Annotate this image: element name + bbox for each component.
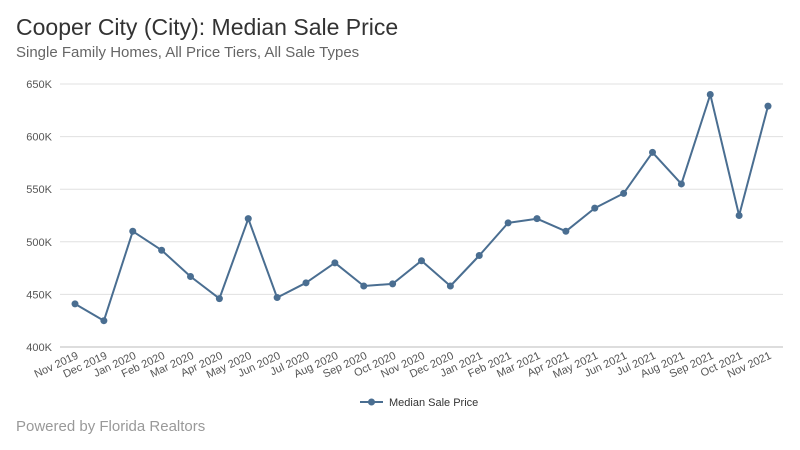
data-point[interactable]: [677, 180, 685, 188]
data-point[interactable]: [158, 246, 166, 254]
data-point[interactable]: [331, 259, 339, 267]
data-point[interactable]: [71, 300, 79, 308]
y-tick-label: 650K: [26, 79, 52, 91]
data-point[interactable]: [620, 189, 628, 197]
chart-subtitle: Single Family Homes, All Price Tiers, Al…: [16, 44, 360, 61]
y-axis-ticks: 400K 450K 500K 550K 600K 650K: [26, 79, 52, 354]
y-tick-label: 500K: [26, 237, 52, 249]
data-point[interactable]: [418, 257, 425, 265]
legend-point-marker: [368, 398, 375, 406]
data-point[interactable]: [562, 227, 570, 235]
data-point[interactable]: [591, 204, 599, 212]
data-point[interactable]: [129, 227, 137, 235]
series-line: [74, 93, 769, 322]
data-point[interactable]: [360, 282, 368, 290]
legend[interactable]: Median Sale Price: [360, 397, 478, 409]
data-point[interactable]: [475, 251, 483, 259]
y-tick-label: 600K: [26, 132, 52, 144]
plot-area: [71, 91, 772, 325]
data-point[interactable]: [706, 91, 714, 99]
data-point[interactable]: [389, 280, 397, 288]
data-point[interactable]: [273, 294, 281, 302]
chart-title: Cooper City (City): Median Sale Price: [16, 14, 399, 40]
legend-label: Median Sale Price: [389, 397, 478, 409]
data-point[interactable]: [244, 215, 252, 223]
footer-credit: Powered by Florida Realtors: [16, 418, 206, 435]
data-point[interactable]: [533, 215, 541, 223]
y-tick-label: 400K: [26, 342, 52, 354]
data-point[interactable]: [649, 148, 656, 156]
data-point[interactable]: [100, 317, 108, 325]
y-tick-label: 450K: [26, 289, 52, 301]
data-point[interactable]: [302, 279, 310, 287]
data-point[interactable]: [446, 282, 454, 290]
data-point[interactable]: [764, 102, 772, 110]
data-point[interactable]: [215, 295, 223, 303]
gridlines: [60, 83, 783, 348]
y-tick-label: 550K: [26, 184, 52, 196]
data-point[interactable]: [504, 219, 512, 227]
data-point[interactable]: [735, 212, 743, 219]
data-point[interactable]: [187, 273, 194, 281]
